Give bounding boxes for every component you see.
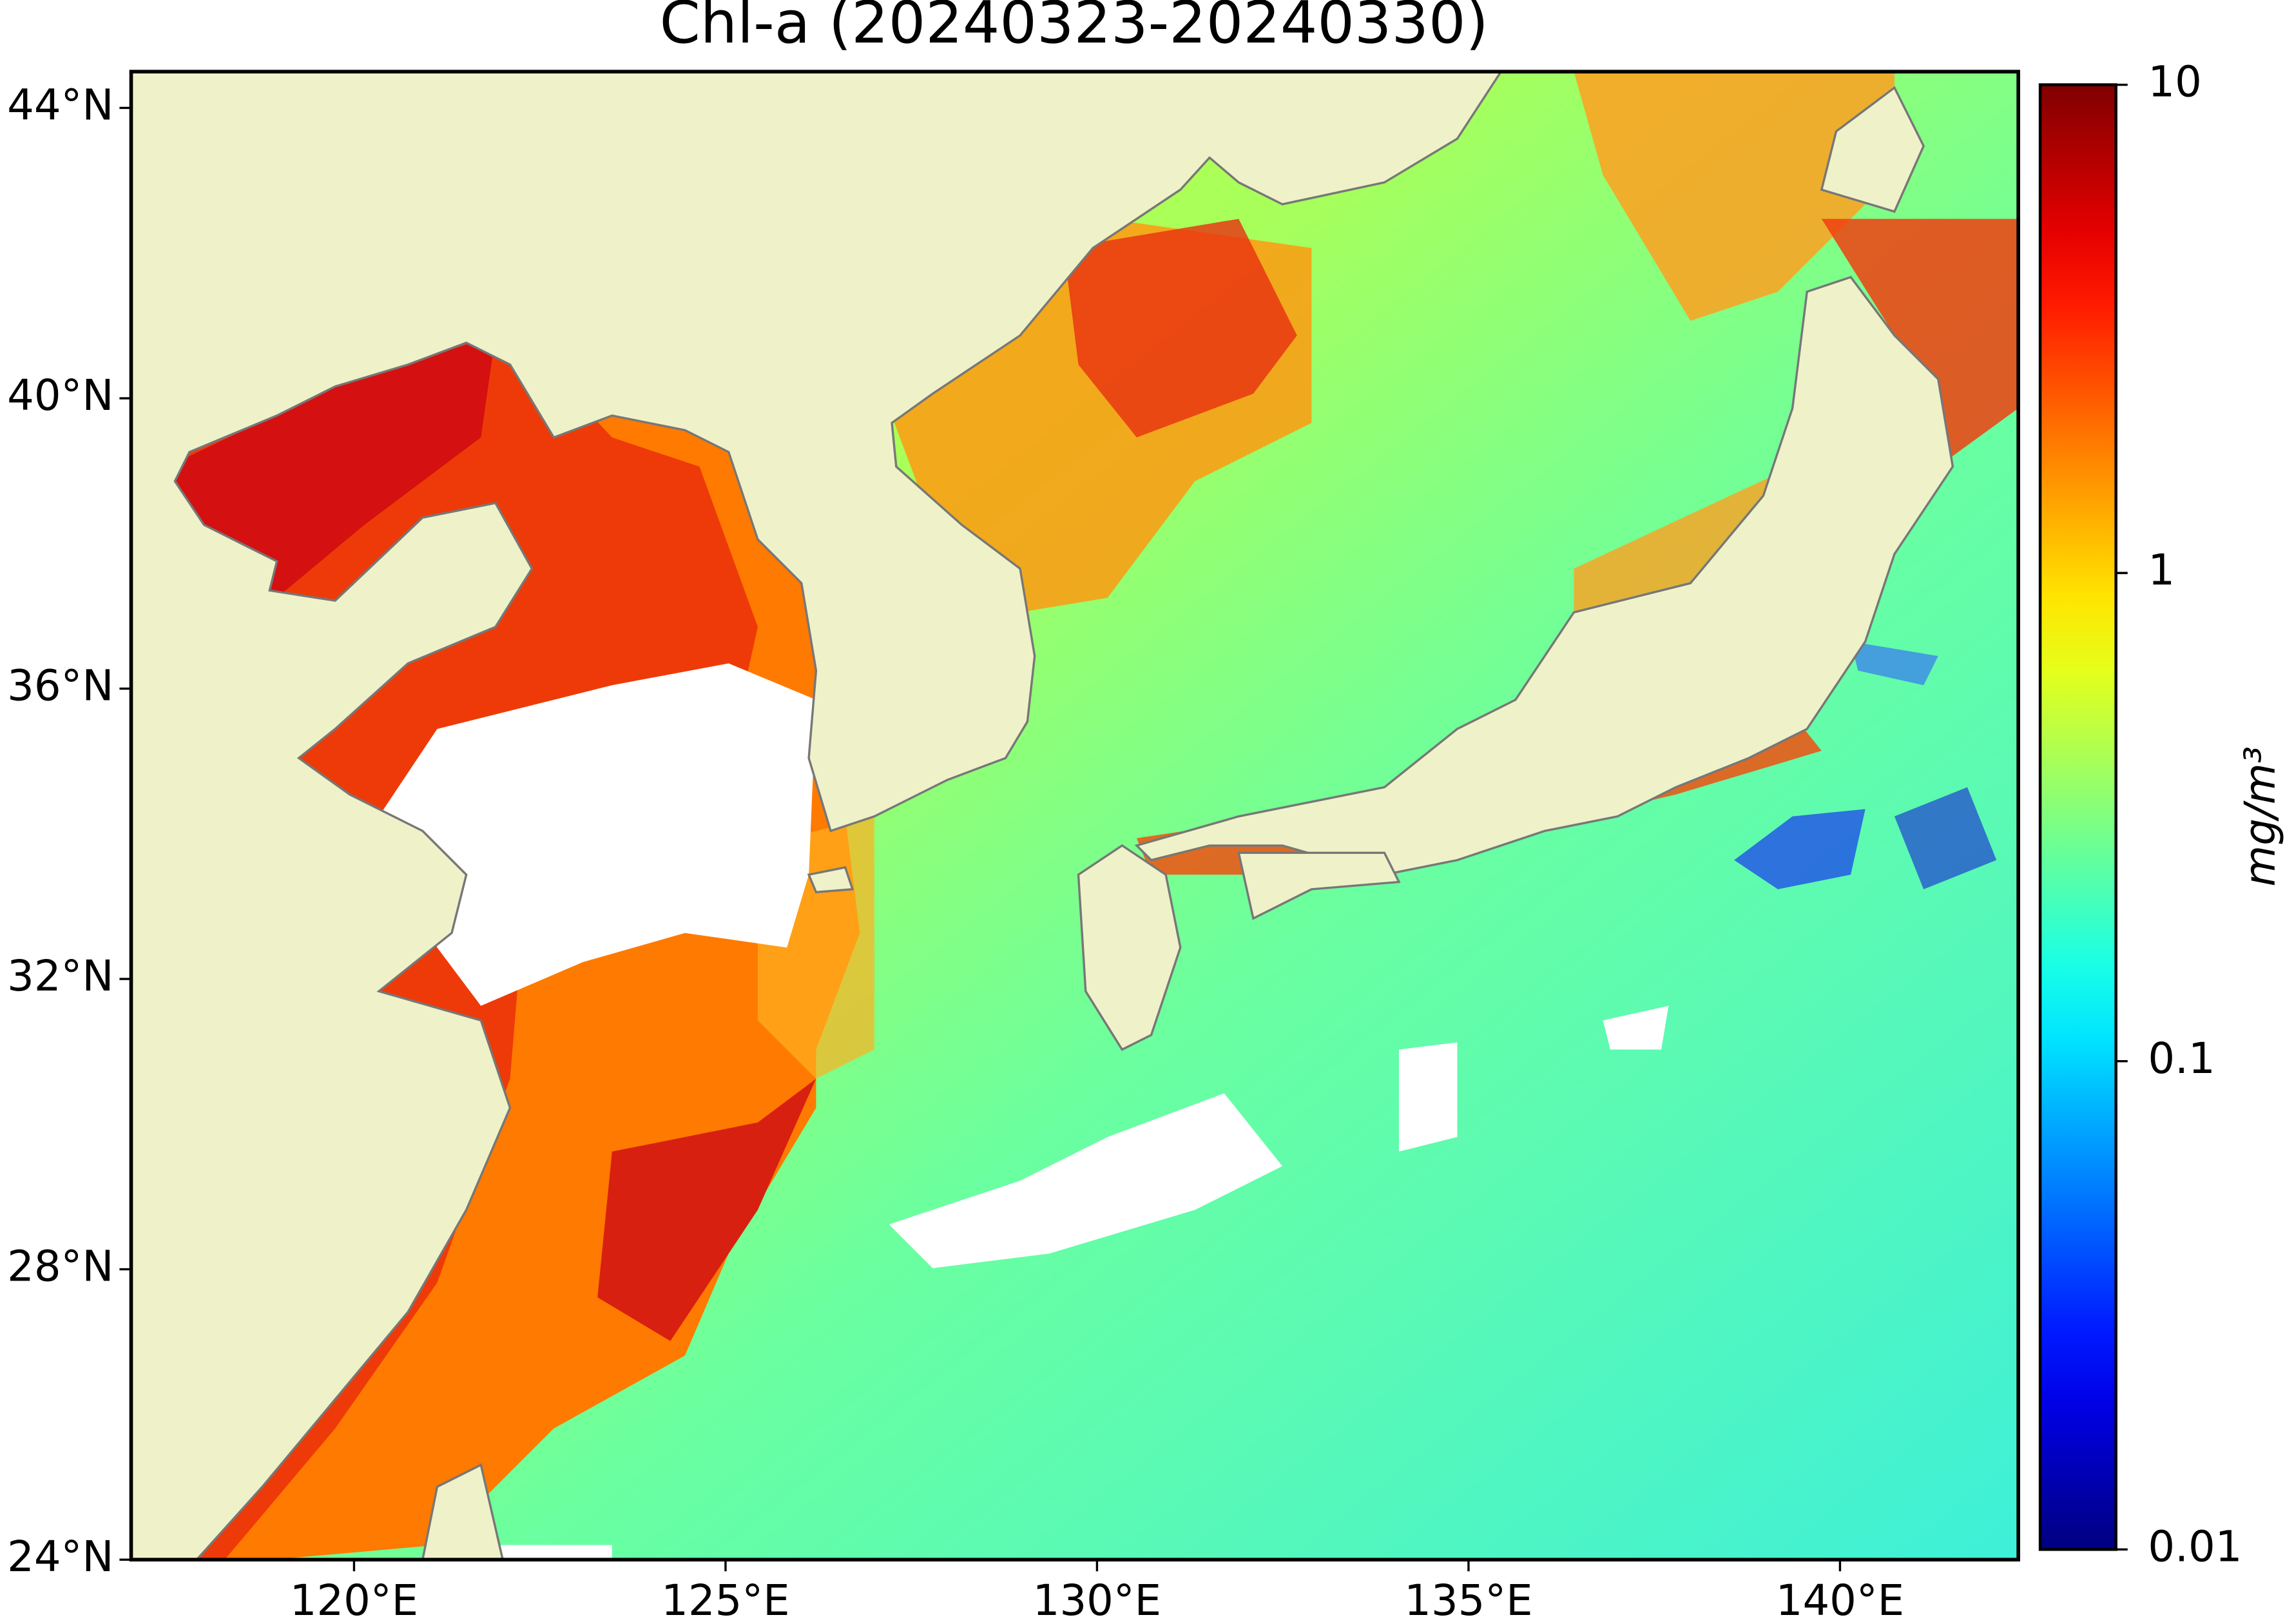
land [1237, 851, 1401, 920]
x-tick-label: 140°E [1776, 1576, 1904, 1624]
colorbar-label: mg/m³ [2236, 746, 2285, 887]
y-tick-label: 44°N [7, 81, 113, 130]
chart-title: Chl-a (20240323-20240330) [660, 0, 1489, 57]
land [1820, 86, 1925, 213]
colorbar-tick-label: 1 [2148, 546, 2175, 595]
colorbar-tick-label: 0.1 [2148, 1034, 2215, 1083]
chl-patch [597, 1078, 816, 1341]
x-tick-label: 125°E [661, 1576, 789, 1624]
colorbar-tick-label: 10 [2148, 58, 2201, 107]
cloud [1399, 1042, 1458, 1152]
cloud [481, 1545, 612, 1560]
y-tick-label: 28°N [7, 1242, 113, 1291]
land [807, 865, 854, 894]
y-tick-label: 24°N [7, 1532, 113, 1581]
land [1134, 276, 1954, 876]
chl-patch [168, 335, 496, 598]
chl-patch [1063, 218, 1297, 438]
colorbar [2038, 83, 2117, 1551]
cloud [889, 1093, 1283, 1268]
map [131, 72, 2019, 1560]
land [421, 1463, 504, 1560]
y-tick-label: 36°N [7, 662, 113, 711]
x-tick-label: 135°E [1404, 1576, 1532, 1624]
low-chl [1894, 787, 1997, 889]
y-tick-label: 32°N [7, 952, 113, 1001]
y-tick-label: 40°N [7, 371, 113, 420]
map-frame [129, 70, 2020, 1561]
low-chl [1734, 809, 1866, 889]
x-tick-label: 120°E [290, 1576, 418, 1624]
land [131, 72, 1503, 1560]
chl-patch [1821, 218, 2019, 467]
x-tick-label: 130°E [1033, 1576, 1161, 1624]
colorbar-tick-label: 0.01 [2148, 1522, 2242, 1571]
land [1077, 844, 1182, 1051]
chl-patch [1574, 72, 1895, 321]
cloud [378, 663, 816, 1006]
